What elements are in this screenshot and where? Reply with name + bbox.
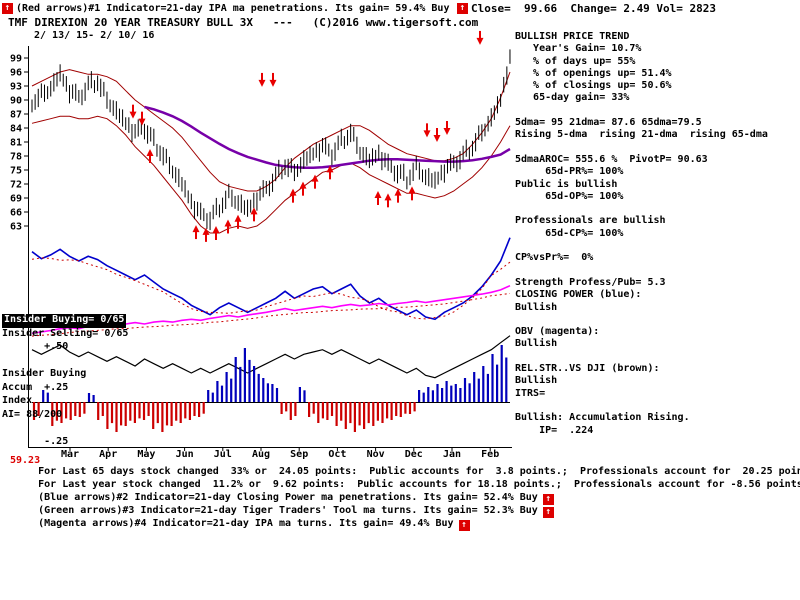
analysis-line: 65d-OP%= 100% — [515, 190, 624, 202]
analysis-line: Bullish — [515, 301, 558, 313]
indicator3-legend-line: (Green arrows)#3 Indicator=21-day Tiger … — [2, 494, 798, 518]
red-arrow-marker-icon[interactable]: ↑ — [457, 3, 468, 14]
close-change-volume-readout: Close= 99.66 Change= 2.49 Vol= 2823 — [471, 2, 717, 15]
price-overlay-label: 59.23 — [10, 455, 41, 466]
summary-line-65day-text: For Last 65 days stock changed 33% or 24… — [38, 466, 800, 477]
stock-chart-canvas[interactable]: 99 96 93 90 87 84 81 78 75 72 69 66 63 Mar Apr May Jun Ju… — [0, 0, 520, 470]
svg-text:63: 63 — [10, 222, 22, 233]
red-arrow-marker-icon[interactable]: ↑ — [542, 494, 554, 505]
svg-text:May: May — [137, 449, 155, 460]
analysis-line: Rising 5-dma rising 21-dma rising 65-dma — [515, 129, 768, 141]
red-arrow-marker-icon[interactable]: ↑ — [458, 520, 470, 531]
svg-text:Nov: Nov — [367, 449, 385, 460]
insider-line: Index — [2, 395, 33, 406]
analysis-line: OBV (magenta): — [515, 326, 600, 338]
analysis-line: CP%vsPr%= 0% — [515, 252, 594, 264]
analysis-line: REL.STR..VS DJI (brown): — [515, 363, 660, 375]
indicator2-legend-line: (Blue arrows)#2 Indicator=21-day Closing… — [2, 481, 798, 505]
up-arrow-glyph: ↑ — [545, 494, 552, 504]
insider-line: AI= 88/200 — [2, 408, 63, 420]
bottom-summary-block: For Last 65 days stock changed 33% or 24… — [2, 455, 800, 531]
up-arrow-glyph: ↑ — [4, 3, 11, 13]
svg-text:Dec: Dec — [405, 449, 423, 460]
analysis-line — [515, 314, 799, 326]
analysis-line — [515, 203, 799, 215]
svg-text:Oct: Oct — [328, 449, 346, 460]
analysis-line — [515, 142, 799, 154]
indicator1-legend: (Red arrows)#1 Indicator=21-day IPA ma p… — [16, 3, 450, 14]
insider-line: Insider Buying — [2, 368, 87, 379]
up-arrow-glyph: ↑ — [459, 3, 466, 13]
analysis-line: ITRS= — [515, 387, 546, 399]
svg-text:75: 75 — [10, 166, 22, 177]
insider-line: +.50 — [2, 341, 69, 352]
svg-text:99: 99 — [10, 54, 22, 65]
svg-text:93: 93 — [10, 82, 22, 93]
analysis-line: Year's Gain= 10.7% — [515, 43, 642, 55]
analysis-line — [515, 265, 799, 277]
svg-text:66: 66 — [10, 208, 22, 219]
analysis-line: 65d-CP%= 100% — [515, 227, 624, 239]
analysis-line: Professionals are bullish — [515, 215, 666, 227]
analysis-line — [515, 240, 799, 252]
date-range-label: 2/ 13/ 15- 2/ 10/ 16 — [34, 30, 155, 41]
summary-line-year: For Last year stock changed 11.2% or 9.6… — [2, 468, 800, 490]
svg-text:Mar: Mar — [61, 449, 79, 460]
svg-text:Apr: Apr — [99, 449, 117, 460]
analysis-line: 65d-PR%= 100% — [515, 166, 624, 178]
insider-line: -.25 — [2, 435, 69, 447]
indicator2-legend: (Blue arrows)#2 Indicator=21-day Closing… — [38, 492, 538, 503]
analysis-line: Strength Profess/Pub= 5.3 — [515, 276, 666, 288]
svg-text:Jul: Jul — [214, 449, 232, 460]
analysis-line: 5dma= 95 21dma= 87.6 65dma=79.5 — [515, 117, 702, 129]
analysis-line: Bullish — [515, 375, 558, 387]
analysis-line — [515, 351, 799, 363]
insider-accum-panel: Insider Buying= 0/65 Insider Selling= 0/6… — [2, 314, 128, 449]
svg-text:Jan: Jan — [443, 449, 461, 460]
red-arrow-marker-icon[interactable]: ↑ — [542, 507, 554, 518]
svg-text:Feb: Feb — [481, 449, 499, 460]
svg-text:Jun: Jun — [176, 449, 194, 460]
analysis-line: % of openings up= 51.4% — [515, 67, 672, 79]
up-arrow-glyph: ↑ — [461, 520, 467, 530]
analysis-line — [515, 105, 799, 117]
analysis-line: 65-day gain= 33% — [515, 92, 630, 104]
analysis-line: Public is bullish — [515, 178, 618, 190]
analysis-line — [515, 400, 799, 412]
insider-line: Insider Selling= 0/65 — [2, 327, 129, 339]
indicator3-legend: (Green arrows)#3 Indicator=21-day Tiger … — [38, 505, 538, 516]
red-arrow-marker-icon[interactable]: ↑ — [2, 3, 13, 14]
analysis-line: BULLISH PRICE TREND — [515, 31, 630, 42]
svg-text:Aug: Aug — [252, 449, 270, 460]
insider-line — [2, 355, 128, 369]
insider-line — [2, 422, 128, 436]
summary-line-year-text: For Last year stock changed 11.2% or 9.6… — [38, 479, 800, 490]
insider-line: Insider Buying= 0/65 — [2, 314, 127, 328]
chart-title: TMF DIREXION 20 YEAR TREASURY BULL 3X --… — [8, 16, 479, 29]
analysis-line: Bullish: Accumulation Rising. — [515, 412, 690, 424]
up-arrow-glyph: ↑ — [545, 507, 552, 517]
svg-text:96: 96 — [10, 68, 22, 79]
indicator4-legend-line: (Magenta arrows)#4 Indicator=21-day IPA … — [2, 507, 798, 531]
svg-text:84: 84 — [10, 124, 22, 135]
summary-line-65day: For Last 65 days stock changed 33% or 24… — [2, 455, 800, 477]
svg-text:72: 72 — [10, 180, 22, 191]
svg-text:90: 90 — [10, 96, 22, 107]
analysis-line: Bullish — [515, 338, 558, 350]
insider-line: Accum +.25 — [2, 381, 69, 393]
analysis-line: CLOSING POWER (blue): — [515, 289, 642, 301]
svg-text:87: 87 — [10, 110, 22, 121]
analysis-line: 5dmaAROC= 555.6 % PivotP= 90.63 — [515, 153, 708, 165]
svg-text:Sep: Sep — [290, 449, 308, 460]
indicator4-legend: (Magenta arrows)#4 Indicator=21-day IPA … — [38, 518, 454, 529]
svg-text:81: 81 — [10, 138, 22, 149]
svg-text:78: 78 — [10, 152, 22, 163]
svg-text:69: 69 — [10, 194, 22, 205]
analysis-line: IP= .224 — [515, 424, 594, 436]
analysis-line: % of days up= 55% — [515, 55, 636, 67]
analysis-line: % of closings up= 50.6% — [515, 80, 672, 92]
analysis-panel: BULLISH PRICE TREND Year's Gain= 10.7% %… — [515, 31, 799, 437]
